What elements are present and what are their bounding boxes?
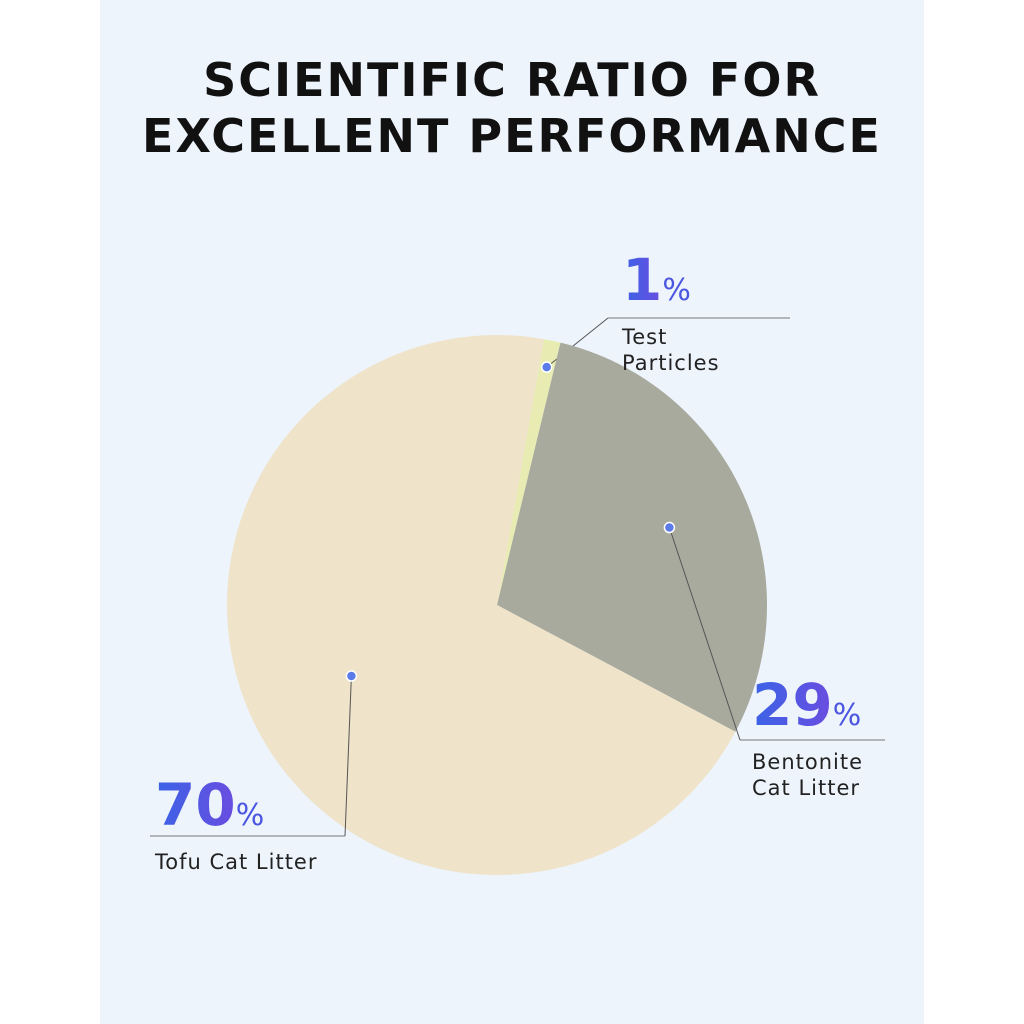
slice-label: 1% Test Particles [622, 250, 772, 376]
slice-label: 29% Bentonite Cat Litter [752, 675, 902, 801]
slice-label: 70% Tofu Cat Litter [155, 775, 355, 875]
value-unit: % [235, 798, 265, 833]
chart-title: SCIENTIFIC RATIO FOR EXCELLENT PERFORMAN… [142, 53, 882, 163]
value-label: 1% [622, 250, 772, 310]
leader-line [344, 675, 352, 837]
marker-dot [540, 361, 553, 373]
value-label: 29% [752, 675, 902, 735]
category-label: Bentonite Cat Litter [752, 750, 864, 800]
value-unit: % [662, 273, 691, 308]
value-number: 29 [752, 671, 833, 739]
pie-slice [497, 342, 767, 732]
marker-dot [345, 670, 358, 682]
value-unit: % [832, 698, 862, 733]
pie-slice [497, 339, 561, 605]
value-number: 1 [622, 246, 663, 314]
leader-line [668, 527, 741, 741]
pie-slice [226, 334, 736, 875]
marker-dot [663, 521, 676, 534]
category-label: Tofu Cat Litter [155, 850, 318, 874]
category-label: Test Particles [622, 325, 720, 375]
value-label: 70% [155, 775, 355, 835]
value-number: 70 [155, 771, 236, 839]
